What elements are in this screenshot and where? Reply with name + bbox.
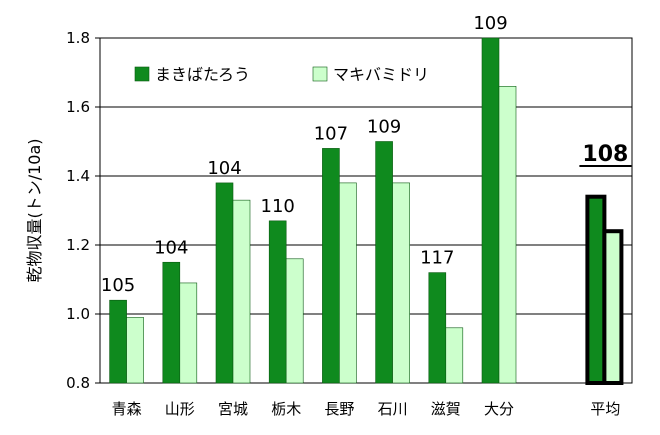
data-label: 109 xyxy=(473,13,507,34)
data-label: 117 xyxy=(420,248,454,269)
data-label: 104 xyxy=(154,237,188,258)
bar-makibamidori xyxy=(126,317,144,384)
bar-makibamidori xyxy=(392,182,410,384)
bar-makibataro xyxy=(428,272,447,384)
x-tick-label: 栃木 xyxy=(271,400,301,418)
category-labels: 青森 山形 宮城 栃木 長野 石川 滋賀 大分 平均 xyxy=(112,400,621,418)
x-tick-label: 山形 xyxy=(165,400,195,418)
bar-makibamidori xyxy=(179,282,198,384)
y-axis-ticks: 0.8 1.0 1.2 1.4 1.6 1.8 xyxy=(66,29,100,392)
x-tick-label: 滋賀 xyxy=(431,400,461,418)
bar-makibataro xyxy=(585,194,607,385)
x-tick-label: 長野 xyxy=(324,400,354,418)
bar-makibataro xyxy=(215,182,234,384)
x-tick-label: 平均 xyxy=(590,400,620,418)
bar-makibamidori xyxy=(498,86,517,384)
bar-makibataro xyxy=(322,148,340,384)
bar-makibataro xyxy=(375,141,393,384)
bar-makibataro xyxy=(268,220,287,384)
bar-makibamidori xyxy=(232,199,251,384)
bar-makibamidori xyxy=(602,229,624,385)
bar-makibataro xyxy=(481,37,500,384)
x-tick-label: 大分 xyxy=(484,400,514,418)
y-tick-label: 1.0 xyxy=(66,305,90,323)
gridlines xyxy=(100,106,632,315)
data-label: 105 xyxy=(101,275,135,296)
average-index-label: 108 xyxy=(582,142,628,167)
y-tick-label: 1.2 xyxy=(66,236,90,254)
data-labels: 105 104 104 110 107 109 117 109 108 xyxy=(101,13,632,296)
y-tick-label: 0.8 xyxy=(66,374,90,392)
legend-swatch-makibamidori xyxy=(312,66,328,82)
bar-makibamidori xyxy=(285,258,304,384)
data-label: 109 xyxy=(367,117,401,138)
bar-makibamidori xyxy=(339,182,357,384)
legend-label-makibamidori: マキバミドリ xyxy=(333,65,429,84)
y-tick-label: 1.4 xyxy=(66,167,90,185)
legend-label-makibataro: まきばたろう xyxy=(155,65,250,84)
y-tick-label: 1.6 xyxy=(66,98,90,116)
legend-swatch-makibataro xyxy=(134,66,150,82)
y-axis-label: 乾物収量(トン/10a) xyxy=(25,138,44,282)
plot-frame xyxy=(99,37,633,384)
bar-makibamidori xyxy=(445,327,464,384)
data-label: 104 xyxy=(207,158,241,179)
data-label: 110 xyxy=(261,196,295,217)
x-tick-label: 青森 xyxy=(112,400,142,418)
bars xyxy=(109,37,624,385)
legend: まきばたろう マキバミドリ xyxy=(134,65,429,84)
x-tick-label: 宮城 xyxy=(218,400,248,418)
bar-makibataro xyxy=(162,261,181,384)
bar-makibataro xyxy=(109,299,127,384)
y-tick-label: 1.8 xyxy=(66,29,90,47)
x-tick-label: 石川 xyxy=(378,400,408,418)
data-label: 107 xyxy=(314,123,348,144)
